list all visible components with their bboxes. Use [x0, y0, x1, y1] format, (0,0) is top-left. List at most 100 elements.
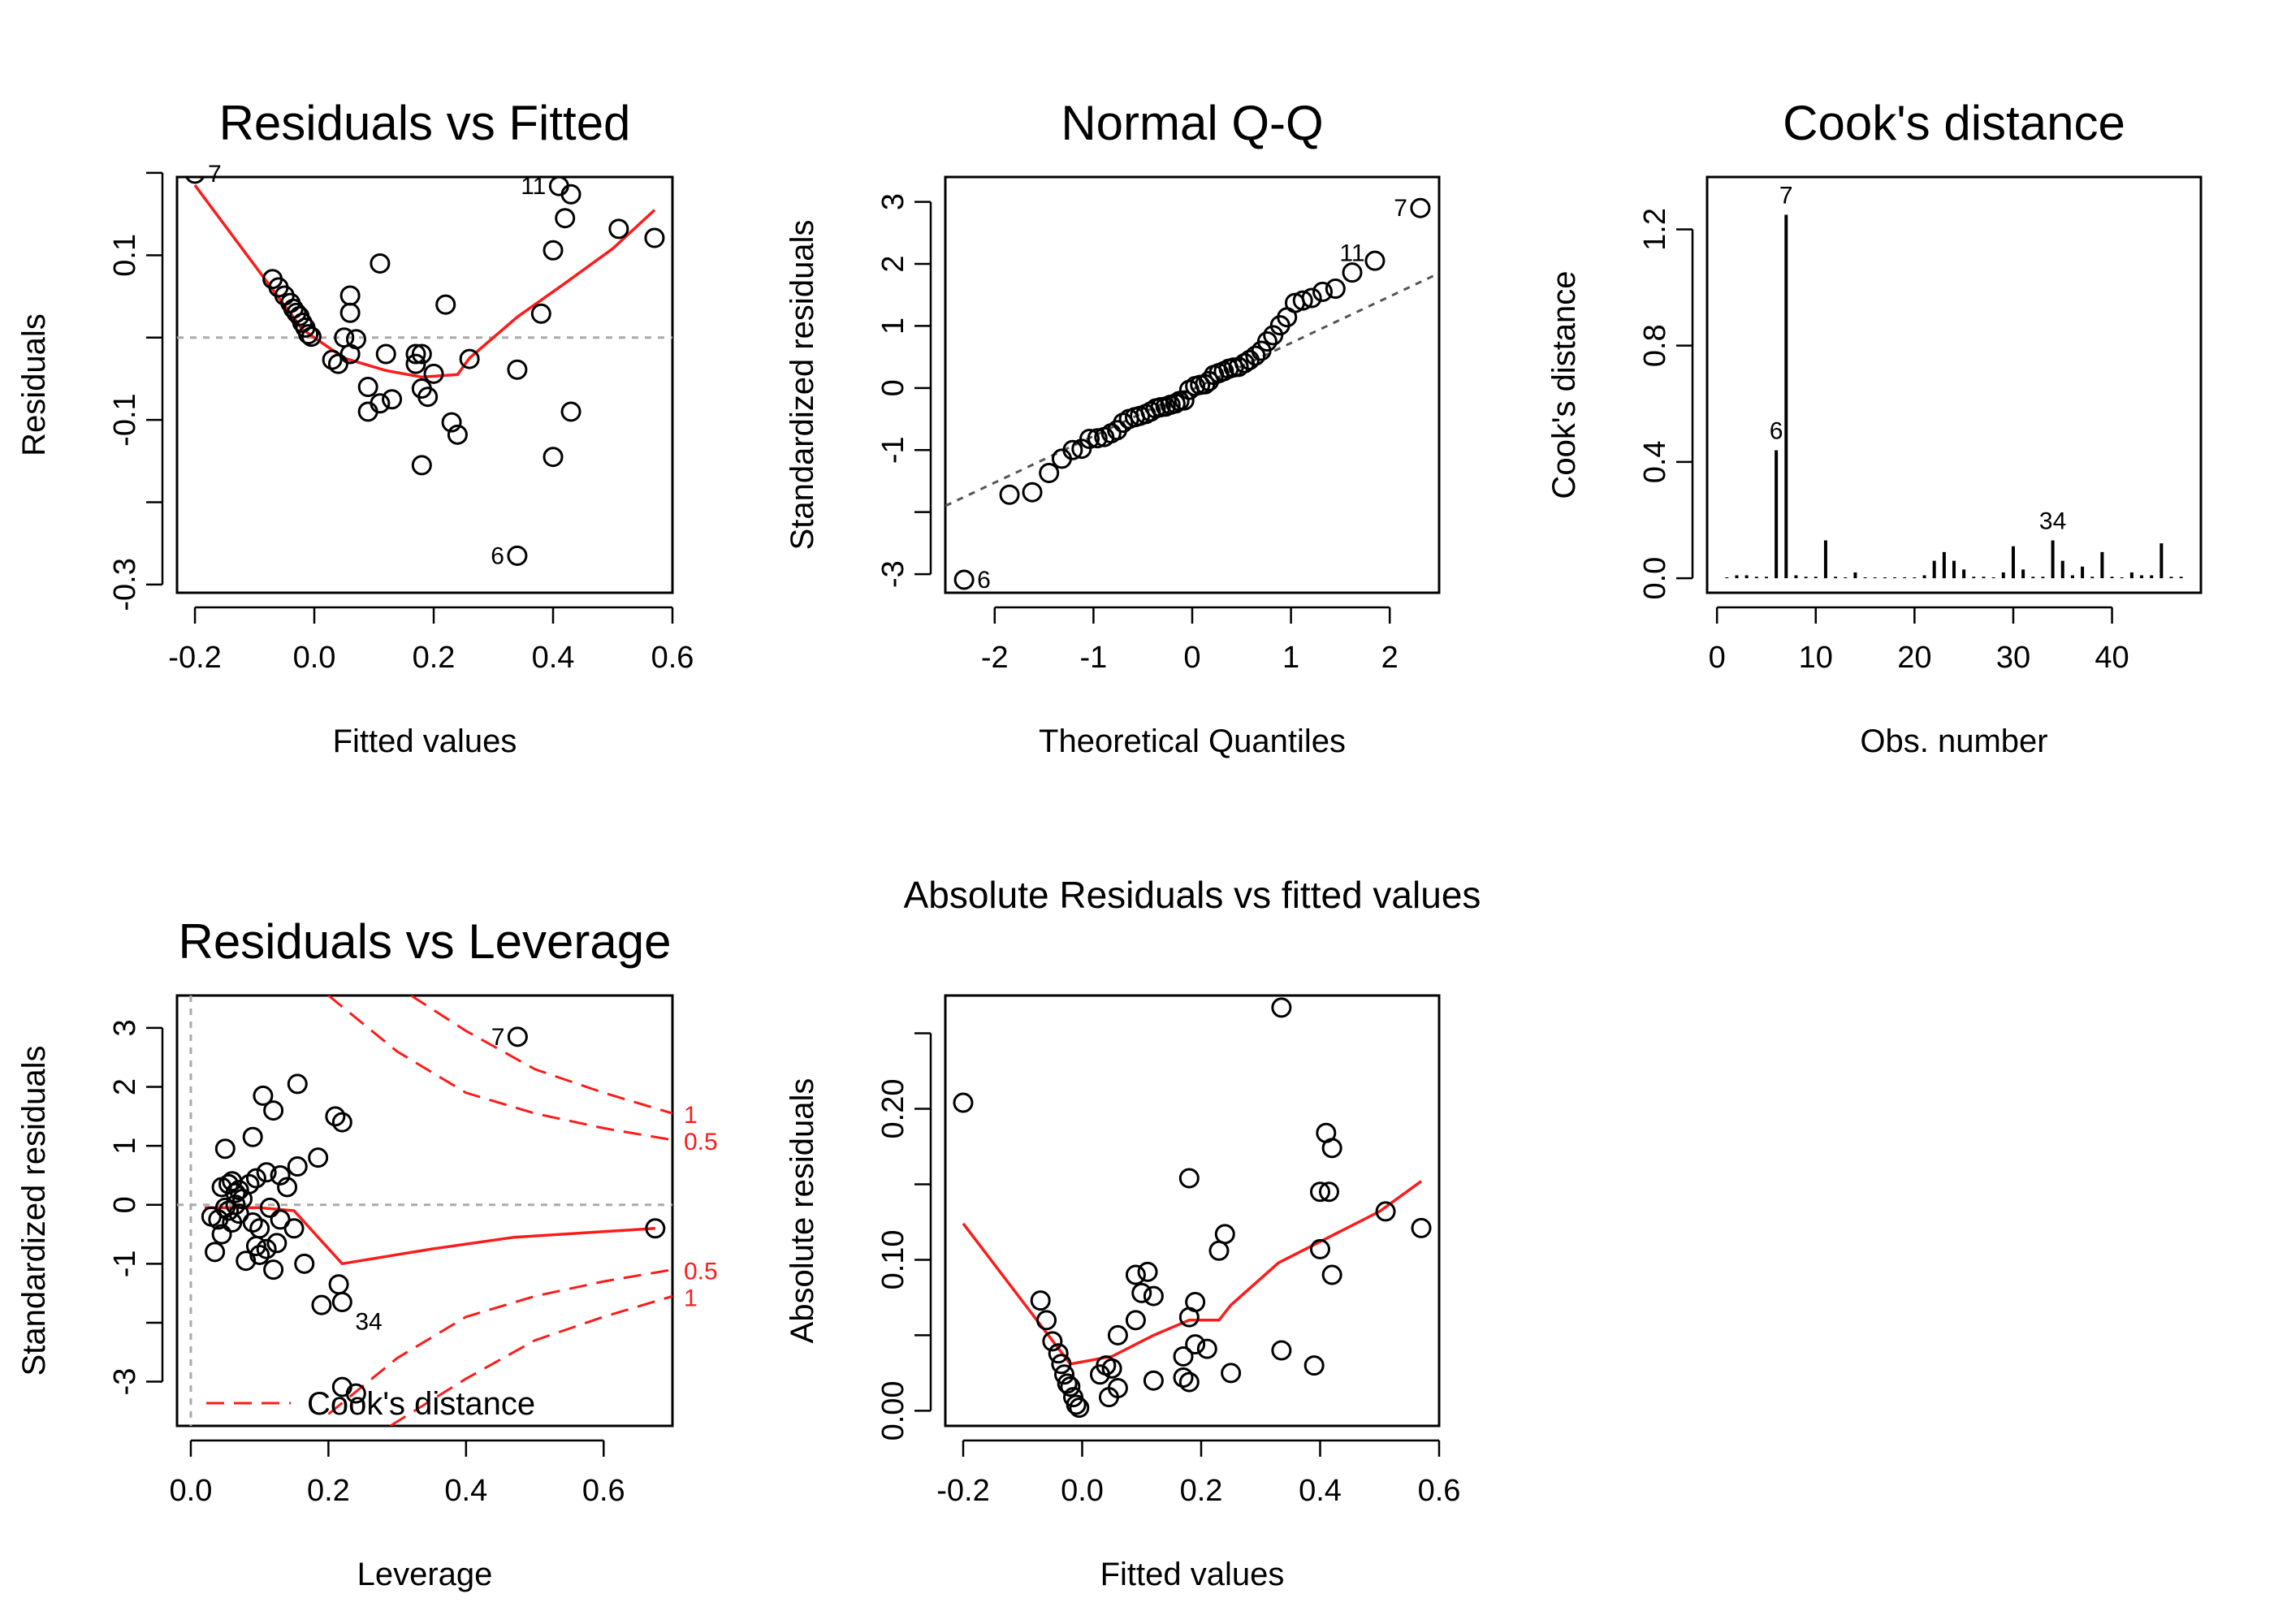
- data-point: [1039, 463, 1060, 484]
- data-point: [1107, 1378, 1128, 1399]
- data-point: [287, 1073, 308, 1095]
- data-point: [459, 348, 480, 369]
- data-point: [294, 1253, 315, 1274]
- point-label: 7: [208, 161, 222, 188]
- data-point: [507, 1026, 528, 1047]
- data-point: [555, 208, 576, 229]
- data-point: [1309, 1238, 1330, 1259]
- data-point: [1375, 1201, 1396, 1222]
- plot-area: [177, 177, 672, 566]
- y-axis-label: Standardized residuals: [16, 1046, 52, 1376]
- data-point: [287, 1156, 308, 1177]
- data-point: [1030, 1290, 1051, 1311]
- data-point: [1036, 1310, 1057, 1331]
- data-point: [1303, 1355, 1325, 1376]
- point-label: 34: [2039, 508, 2066, 535]
- data-point: [311, 1294, 332, 1315]
- cooks-contour-upper: [327, 996, 672, 1142]
- plot-area: [177, 996, 672, 1426]
- data-point: [1140, 401, 1161, 422]
- data-point: [327, 353, 348, 374]
- data-point: [331, 1112, 352, 1133]
- x-tick-label: 0.0: [293, 641, 336, 675]
- data-point: [1174, 390, 1195, 411]
- data-point: [259, 1197, 280, 1218]
- data-point: [1048, 1343, 1069, 1364]
- data-point: [249, 1218, 270, 1239]
- chart-4: Residuals vs Leverage 0.0 0.2 0.4 0.6 -3 -1 0 1 2…: [16, 914, 718, 1592]
- data-point: [560, 401, 581, 422]
- x-axis-label: Obs. number: [1860, 723, 2047, 759]
- data-point: [1066, 1394, 1087, 1415]
- y-tick-label: 0.20: [876, 1078, 910, 1138]
- x-axis-label: Fitted values: [333, 723, 517, 759]
- data-point: [331, 1292, 352, 1313]
- data-point: [435, 294, 456, 315]
- x-tick-label: -0.2: [168, 641, 221, 675]
- chart-1: Residuals vs Fitted -0.2 0.0 0.2 0.4 0.6 -0.3 -…: [16, 96, 694, 759]
- y-tick-label: 0.0: [1638, 557, 1672, 600]
- chart-title: Normal Q-Q: [1061, 96, 1323, 150]
- plot-area: [1725, 214, 2183, 579]
- x-tick-label: -0.2: [936, 1474, 989, 1508]
- data-point: [1143, 1285, 1164, 1307]
- data-point: [543, 240, 564, 261]
- chart-title: Residuals vs Fitted: [219, 96, 631, 150]
- chart-2: Normal Q-Q -2 -1 0 1 2 -3 -1 0 1 2 3 Theoretical Qua…: [785, 96, 1441, 759]
- data-point: [560, 184, 581, 205]
- data-point: [308, 1147, 329, 1168]
- smooth-line: [204, 1206, 655, 1266]
- data-point: [1125, 1310, 1146, 1331]
- plot-frame: [944, 994, 1441, 1427]
- x-tick-label: 0: [1183, 641, 1200, 675]
- data-point: [1214, 1224, 1235, 1245]
- chart-title: Absolute Residuals vs fitted values: [904, 874, 1481, 916]
- point-label: 11: [1339, 240, 1364, 267]
- data-point: [1325, 279, 1346, 300]
- x-tick-label: 20: [1897, 641, 1931, 675]
- data-point: [1087, 428, 1108, 449]
- data-point: [266, 1233, 287, 1254]
- data-point: [1051, 1354, 1072, 1375]
- data-point: [1060, 1376, 1081, 1397]
- data-point: [1054, 1364, 1075, 1385]
- data-point: [339, 285, 361, 306]
- data-point: [345, 1383, 366, 1404]
- data-point: [382, 389, 403, 410]
- data-point: [239, 1173, 260, 1194]
- chart-3: Cook's distance 0 10 20 30 40 0.0 0.4 0.8 1.2 Obs.…: [1546, 96, 2203, 759]
- data-point: [1309, 1181, 1330, 1203]
- data-point: [218, 1200, 240, 1221]
- y-tick-label: 2: [876, 255, 910, 272]
- data-point: [214, 1138, 236, 1160]
- data-point: [322, 349, 343, 370]
- data-point: [1321, 1138, 1342, 1159]
- x-axis-label: Leverage: [357, 1557, 493, 1592]
- x-tick-label: 0.4: [532, 641, 575, 675]
- data-point: [644, 227, 665, 248]
- data-point: [1410, 197, 1431, 218]
- smooth-line: [962, 1180, 1423, 1366]
- data-point: [1318, 1181, 1339, 1203]
- point-label: 34: [355, 1309, 382, 1336]
- data-point: [185, 177, 205, 184]
- cooks-contour-upper: [410, 996, 672, 1115]
- y-tick-label: -3: [108, 1368, 142, 1396]
- y-tick-label: 0.4: [1638, 440, 1672, 483]
- y-tick-label: 1: [876, 317, 910, 335]
- chart-title: Cook's distance: [1783, 96, 2125, 150]
- plot-frame: [1706, 175, 2203, 594]
- y-tick-label: -0.3: [108, 558, 142, 611]
- data-point: [411, 343, 432, 365]
- point-label: 7: [1394, 195, 1407, 222]
- cooks-contour-lower: [389, 1294, 672, 1426]
- data-point: [242, 1212, 263, 1233]
- x-tick-label: 0.6: [582, 1474, 625, 1508]
- data-point: [1271, 997, 1292, 1018]
- x-tick-label: 0.6: [651, 641, 694, 675]
- data-point: [1069, 1397, 1090, 1419]
- y-tick-label: 0.00: [876, 1380, 910, 1440]
- y-tick-label: 1.2: [1638, 208, 1672, 251]
- data-point: [370, 253, 391, 274]
- data-point: [375, 343, 396, 365]
